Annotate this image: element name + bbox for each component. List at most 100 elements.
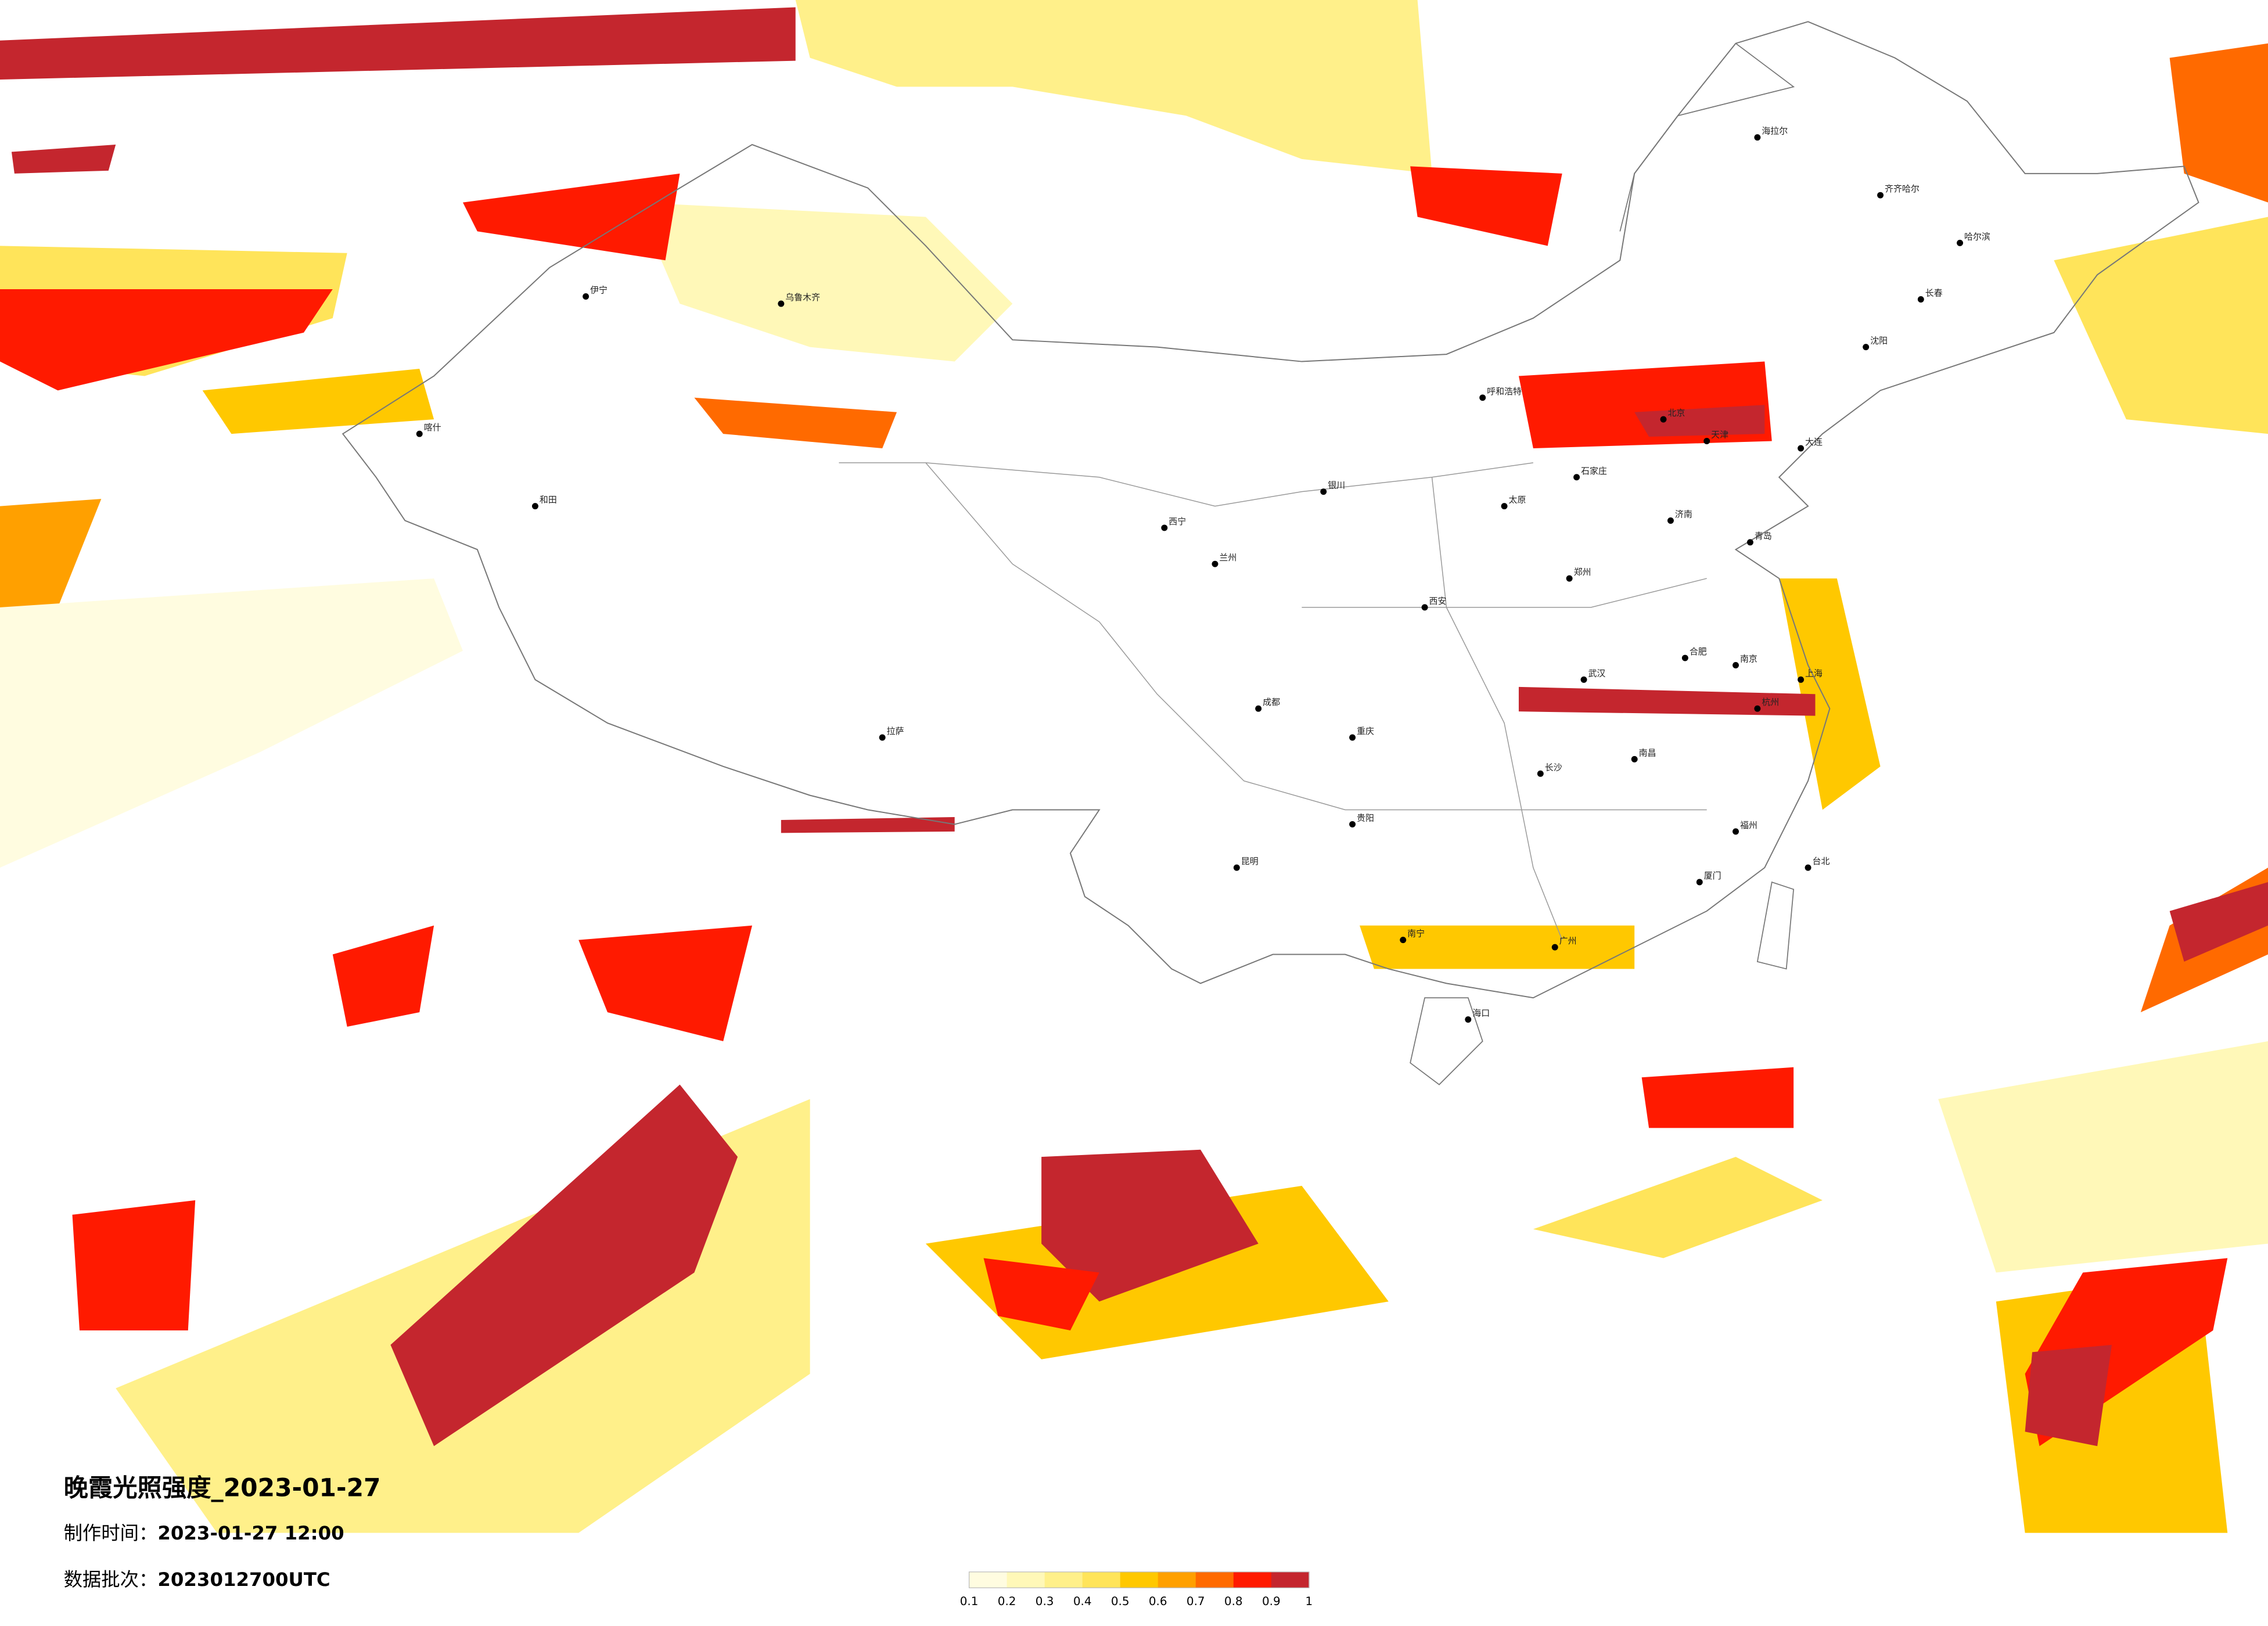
city-dot [1631, 756, 1638, 762]
legend-swatch [1007, 1571, 1045, 1588]
legend-swatch [1158, 1571, 1196, 1588]
island-border [1756, 881, 1795, 970]
city-label: 喀什 [424, 422, 441, 433]
city-label: 沈阳 [1870, 336, 1888, 346]
city-dot [879, 734, 886, 741]
city-label: 齐齐哈尔 [1885, 184, 1920, 194]
area [1641, 1067, 1794, 1128]
city-dot [1733, 662, 1739, 668]
city-dot [1465, 1016, 1472, 1023]
area [1360, 925, 1635, 969]
city-dot [778, 300, 785, 307]
city-label: 海口 [1472, 1008, 1490, 1019]
area [578, 925, 753, 1041]
city-label: 石家庄 [1581, 466, 1607, 476]
city-label: 哈尔滨 [1964, 231, 1990, 242]
area [202, 369, 434, 434]
city-dot [1349, 821, 1356, 828]
city-dot [1537, 770, 1544, 777]
legend-swatch [1044, 1571, 1083, 1588]
city-dot [1917, 296, 1924, 303]
city-dot [1957, 239, 1964, 246]
island-border [1410, 997, 1483, 1085]
city-label: 重庆 [1357, 726, 1374, 736]
city-dot [1660, 416, 1667, 423]
legend-label: 0.5 [1111, 1595, 1130, 1608]
area [11, 145, 116, 174]
area [2169, 882, 2268, 962]
area [1779, 578, 1881, 810]
legend-label: 0.3 [1036, 1595, 1054, 1608]
city-label: 武汉 [1588, 668, 1605, 678]
area [332, 925, 434, 1027]
city-dot [1400, 937, 1407, 944]
area [694, 397, 897, 448]
legend-label: 0.2 [998, 1595, 1016, 1608]
city-label: 广州 [1559, 936, 1577, 946]
data-batch-label: 数据批次： [64, 1569, 158, 1591]
city-dot [1733, 828, 1739, 835]
province-border [1619, 43, 1795, 232]
area [0, 289, 333, 391]
city-label: 上海 [1805, 668, 1823, 678]
high-intensity-areas [0, 7, 2268, 1447]
city-dot [1233, 864, 1240, 871]
city-label: 南宁 [1407, 929, 1425, 939]
city-label: 西宁 [1169, 516, 1186, 527]
city-label: 拉萨 [887, 726, 904, 736]
area [1410, 166, 1562, 246]
data-batch-value: 2023012700UTC [157, 1569, 330, 1591]
area [72, 1200, 196, 1330]
data-batch: 数据批次：2023012700UTC [64, 1569, 330, 1591]
city-label: 福州 [1740, 820, 1757, 830]
city-label: 西安 [1429, 596, 1447, 606]
area [1041, 1149, 1259, 1302]
city-dot [1479, 394, 1486, 401]
city-dot [1566, 575, 1573, 582]
city-label: 济南 [1675, 509, 1692, 520]
city-dot [1798, 445, 1805, 452]
city-dot [1877, 192, 1884, 199]
legend-swatch [969, 1571, 1008, 1588]
area [390, 1084, 738, 1447]
city-label: 南昌 [1639, 747, 1656, 758]
area [1634, 405, 1765, 437]
production-time-value: 2023-01-27 12:00 [157, 1522, 344, 1544]
area [1533, 1157, 1823, 1258]
city-label: 天津 [1711, 430, 1728, 440]
city-label: 南京 [1740, 654, 1757, 664]
area [2169, 43, 2268, 203]
legend-swatch [1271, 1571, 1310, 1588]
legend-swatch [1233, 1571, 1272, 1588]
legend-label: 1 [1306, 1595, 1313, 1608]
city-label: 郑州 [1574, 567, 1591, 577]
area [1938, 1041, 2268, 1273]
city-dot [1696, 879, 1703, 886]
city-dot [1863, 344, 1870, 351]
area [2025, 1344, 2112, 1447]
area [1518, 686, 1816, 716]
legend-swatch [1082, 1571, 1121, 1588]
city-dot [1754, 705, 1761, 712]
area [983, 1258, 1099, 1330]
city-dot [1573, 474, 1580, 481]
city-dot [1580, 676, 1587, 683]
city-dot [1501, 503, 1508, 510]
city-label: 青岛 [1755, 531, 1772, 541]
city-dot [583, 293, 590, 300]
city-dot [416, 430, 423, 437]
city-label: 伊宁 [590, 285, 608, 296]
area [636, 202, 1013, 362]
city-dot [1551, 944, 1558, 951]
city-dot [1421, 604, 1428, 611]
city-dot [531, 503, 538, 510]
map-title: 晚霞光照强度_2023-01-27 [64, 1473, 381, 1502]
city-dot [1320, 488, 1327, 495]
legend: 0.1 0.2 0.3 0.4 0.5 0.6 0.7 0.8 0.9 1 [960, 1571, 1313, 1608]
legend-swatch [1120, 1571, 1159, 1588]
city-dot [1703, 438, 1710, 444]
city-dot [1212, 560, 1219, 567]
legend-label: 0.8 [1224, 1595, 1243, 1608]
